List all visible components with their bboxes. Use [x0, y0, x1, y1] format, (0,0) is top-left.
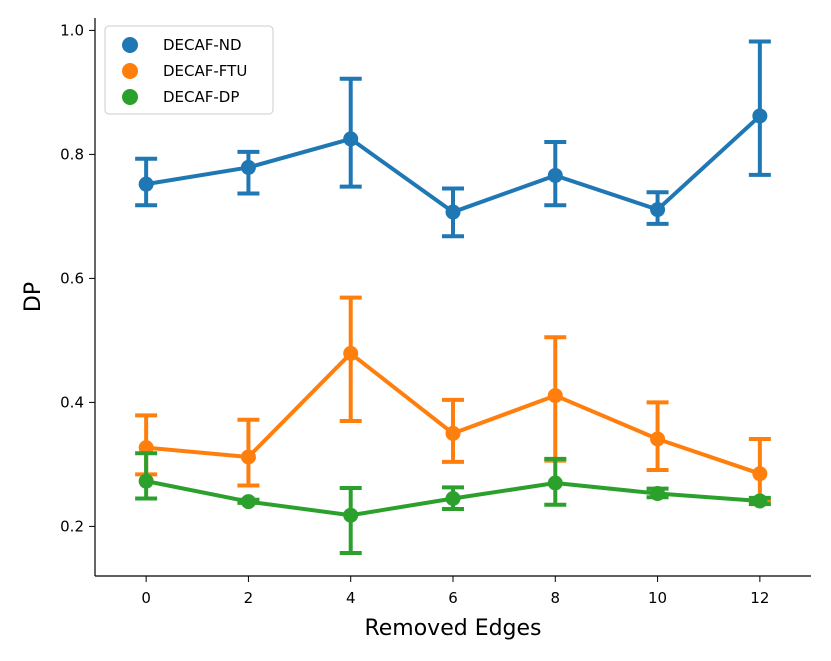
- y-tick-label: 0.6: [60, 269, 84, 287]
- legend-marker: [122, 63, 138, 79]
- x-ticks: 0 2 4 6 8 10 12: [141, 576, 769, 607]
- x-tick-label: 12: [750, 589, 769, 607]
- data-point: [240, 449, 256, 465]
- y-tick-label: 0.8: [60, 145, 84, 163]
- x-axis-label: Removed Edges: [364, 616, 541, 641]
- y-axis-label: DP: [21, 282, 46, 312]
- series-layer: [135, 39, 771, 556]
- data-point: [547, 475, 563, 491]
- data-point: [547, 167, 563, 183]
- data-point: [752, 108, 768, 124]
- legend: DECAF-ND DECAF-FTU DECAF-DP: [104, 25, 274, 115]
- legend-marker: [122, 37, 138, 53]
- data-point: [650, 202, 666, 218]
- x-tick-label: 8: [551, 589, 561, 607]
- data-point: [547, 388, 563, 404]
- data-point: [138, 473, 154, 489]
- y-tick-label: 1.0: [60, 21, 84, 39]
- series-decaf-ftu: [135, 295, 771, 503]
- x-tick-label: 10: [648, 589, 667, 607]
- data-point: [752, 493, 768, 509]
- data-point: [138, 176, 154, 192]
- data-point: [650, 486, 666, 502]
- data-point: [650, 431, 666, 447]
- legend-marker: [122, 89, 138, 105]
- data-point: [343, 345, 359, 361]
- y-tick-label: 0.2: [60, 517, 84, 535]
- data-point: [445, 425, 461, 441]
- data-point: [343, 507, 359, 523]
- legend-frame: [104, 25, 274, 115]
- legend-label: DECAF-DP: [163, 88, 239, 106]
- data-point: [240, 159, 256, 175]
- data-point: [240, 494, 256, 510]
- legend-label: DECAF-FTU: [163, 62, 247, 80]
- data-point: [445, 204, 461, 220]
- series-decaf-dp: [135, 451, 771, 556]
- y-tick-label: 0.4: [60, 393, 84, 411]
- x-tick-label: 6: [448, 589, 458, 607]
- data-point: [752, 466, 768, 482]
- x-tick-label: 0: [141, 589, 151, 607]
- legend-label: DECAF-ND: [163, 36, 242, 54]
- x-tick-label: 2: [244, 589, 254, 607]
- data-point: [343, 131, 359, 147]
- x-tick-label: 4: [346, 589, 356, 607]
- data-point: [445, 491, 461, 506]
- series-decaf-nd: [135, 39, 771, 239]
- y-ticks: 0.2 0.4 0.6 0.8 1.0: [60, 21, 95, 535]
